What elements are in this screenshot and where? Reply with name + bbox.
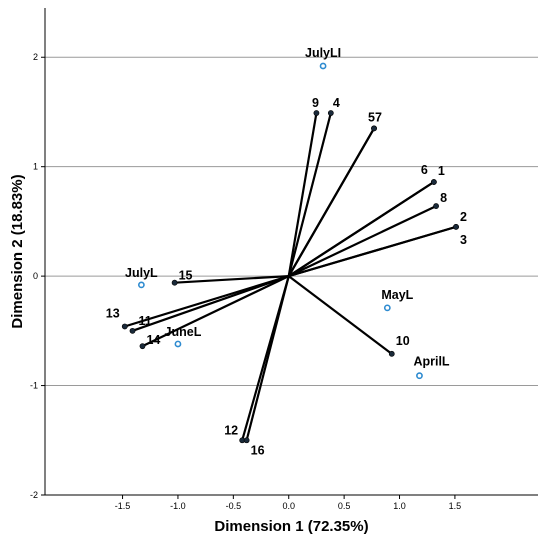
vector-label-12: 12	[224, 423, 238, 437]
vector-label-9: 9	[312, 96, 319, 110]
y-tick-label: 0	[33, 271, 38, 281]
vector-label-15: 15	[179, 269, 193, 283]
category-label-julyl: JulyL	[125, 266, 158, 280]
category-point-junel	[174, 340, 182, 348]
vector-line-9	[287, 112, 318, 277]
vector-point-14	[139, 343, 146, 350]
vector-line-15	[174, 275, 289, 284]
category-point-aprill	[416, 372, 423, 380]
category-points: JulyLI JulyL JuneL MayL AprilL	[125, 46, 450, 380]
vector-label-4: 4	[333, 96, 340, 110]
category-point-mayl	[383, 304, 391, 312]
vector-label-3: 3	[460, 233, 467, 247]
x-tick-label: 1.0	[393, 501, 406, 511]
vector-point-8	[433, 203, 439, 209]
vector-point-10	[388, 350, 395, 357]
vector-line-6	[288, 181, 435, 278]
vector-point-4	[327, 110, 334, 116]
vector-label-2: 2	[460, 210, 467, 224]
vector-point-13	[121, 323, 128, 330]
vector-line-4	[287, 112, 332, 277]
vector-point-9	[313, 110, 320, 116]
vector-point-15	[171, 279, 178, 286]
vector-line-13	[124, 275, 290, 328]
x-tick-label: -1.5	[115, 501, 131, 511]
vector-line-14	[142, 275, 290, 348]
vector-label-57: 57	[368, 110, 382, 124]
x-tick-label: 0.5	[338, 501, 351, 511]
y-tick-label: -1	[30, 381, 38, 391]
vector-label-14: 14	[146, 333, 160, 347]
vector-label-1: 1	[438, 164, 445, 178]
vector-line-8	[288, 205, 437, 278]
vector-point-11	[129, 327, 136, 334]
category-point-julyli	[319, 62, 327, 70]
y-tick-label: 1	[33, 162, 38, 172]
category-label-julyli: JulyLI	[305, 46, 341, 60]
vector-line-16	[245, 275, 290, 441]
gridlines	[45, 56, 538, 387]
x-tick-label: -1.0	[170, 501, 186, 511]
vector-label-8: 8	[440, 191, 447, 205]
vector-label-6: 6	[421, 163, 428, 177]
vector-line-7	[287, 127, 375, 277]
y-tick-label: 2	[33, 52, 38, 62]
x-axis-title: Dimension 1 (72.35%)	[214, 518, 368, 535]
vector-point-16	[243, 437, 250, 444]
category-label-mayl: MayL	[381, 288, 413, 302]
y-axis-title: Dimension 2 (18.83%)	[9, 174, 26, 328]
vector-point-3	[453, 223, 459, 230]
vector-label-10: 10	[396, 334, 410, 348]
vector-label-11: 11	[139, 314, 152, 328]
x-tick-label: 0.0	[282, 501, 295, 511]
category-point-julyl	[137, 281, 145, 289]
vector-line-10	[288, 275, 393, 355]
vector-line-3	[288, 225, 457, 278]
x-tick-label: 1.5	[449, 501, 462, 511]
category-label-aprill: AprilL	[413, 355, 449, 369]
vector-label-16: 16	[251, 443, 265, 457]
vector-point-7	[371, 125, 377, 132]
category-label-junel: JuneL	[165, 325, 202, 339]
vector-point-6	[430, 179, 437, 185]
x-tick-label: -0.5	[226, 501, 242, 511]
y-tick-label: -2	[30, 490, 38, 500]
vector-label-13: 13	[106, 306, 120, 320]
